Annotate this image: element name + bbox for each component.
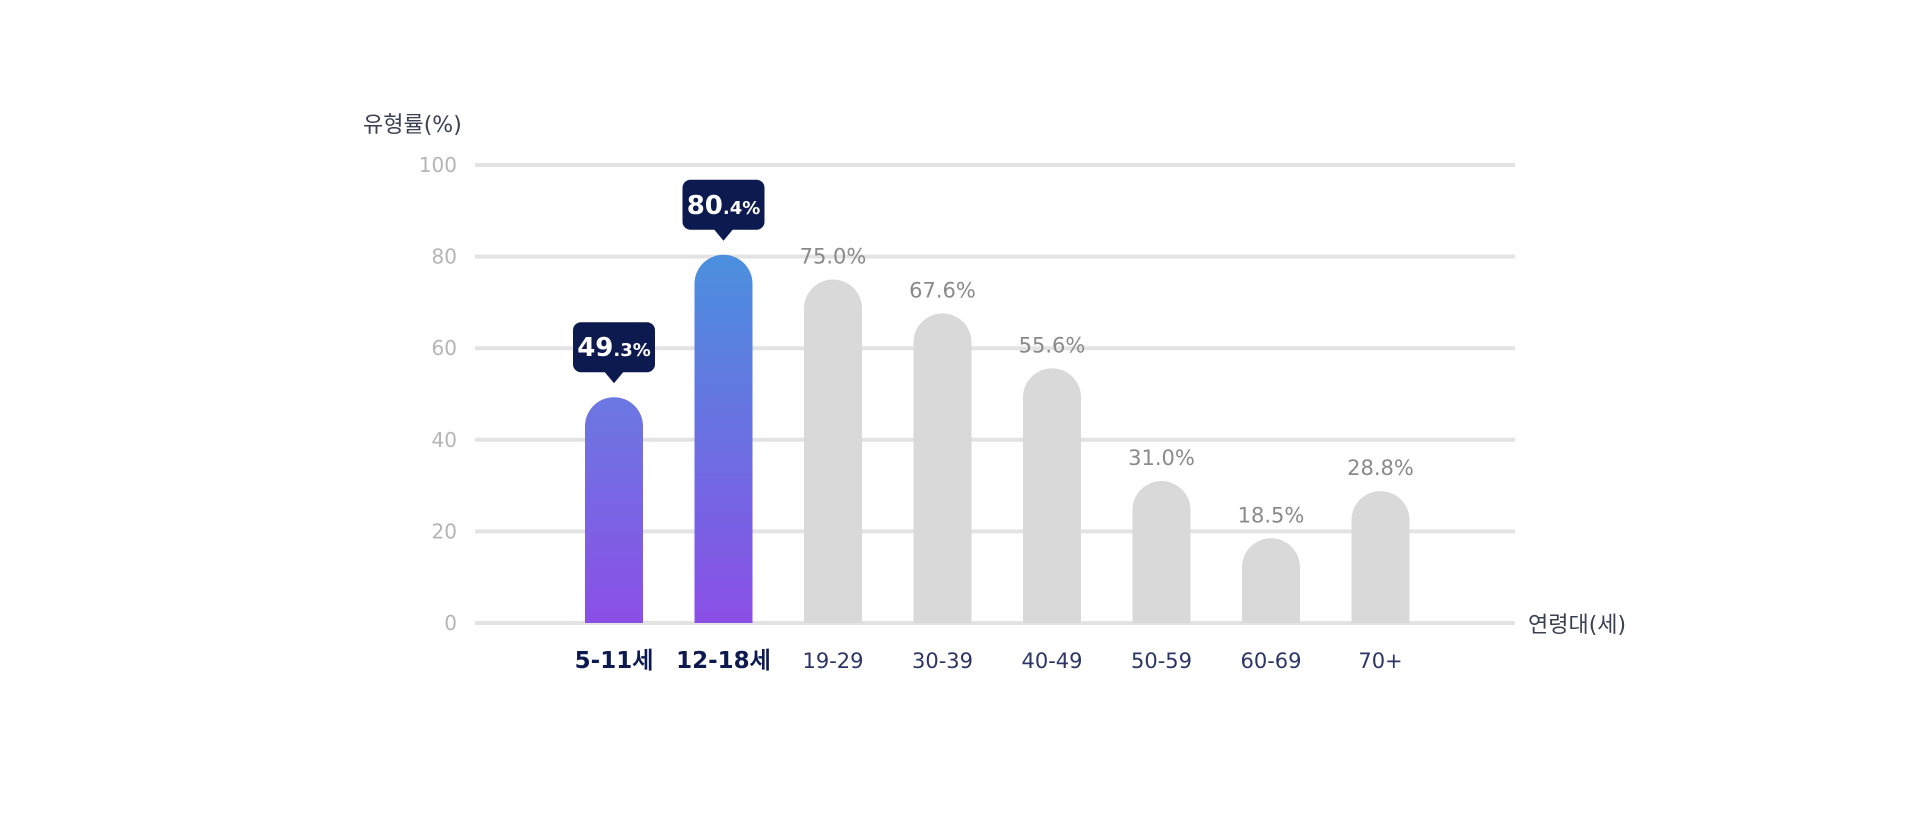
value-label: 67.6%	[909, 278, 976, 302]
value-tooltip: 80.4%	[682, 179, 765, 241]
value-label: 28.8%	[1347, 456, 1414, 480]
y-tick-label: 20	[432, 519, 457, 543]
x-tick-label: 12-18세	[676, 648, 771, 674]
bar-1	[585, 397, 643, 623]
value-labels: 49.3% 80.4% 75.0% 67.6% 55.6% 31.0% 18.5% 28.8%	[573, 179, 1414, 527]
x-tick-label: 50-59	[1131, 649, 1192, 673]
x-tick-label: 60-69	[1240, 649, 1301, 673]
value-label: 80.4%	[687, 191, 761, 221]
bar-4	[913, 313, 972, 623]
y-axis-ticks: 0 20 40 60 80 100	[419, 153, 457, 635]
tooltip-pointer	[604, 371, 624, 384]
y-tick-label: 0	[444, 611, 457, 635]
tooltip-pointer	[713, 228, 734, 241]
value-label: 18.5%	[1238, 503, 1305, 527]
value-label: 31.0%	[1128, 446, 1195, 470]
bar-6	[1132, 481, 1191, 623]
x-tick-label: 70+	[1358, 649, 1402, 673]
tooltip-box	[573, 322, 655, 373]
value-label: 75.0%	[800, 245, 867, 269]
x-tick-label: 40-49	[1021, 649, 1082, 673]
x-tick-label: 30-39	[912, 649, 973, 673]
y-tick-label: 40	[432, 428, 457, 452]
y-tick-label: 100	[419, 153, 457, 177]
bar-2	[694, 254, 753, 623]
bar-5	[1023, 368, 1081, 623]
bars	[585, 254, 1410, 623]
bar-8	[1351, 491, 1410, 623]
value-label: 55.6%	[1019, 333, 1086, 357]
x-axis-title: 연령대(세)	[1528, 613, 1626, 638]
tooltip-box	[682, 179, 765, 230]
value-label: 49.3%	[577, 333, 651, 363]
value-tooltip: 49.3%	[573, 322, 655, 384]
y-tick-label: 80	[432, 245, 457, 269]
bar-7	[1242, 538, 1300, 623]
x-tick-label: 19-29	[802, 649, 863, 673]
y-axis-title: 유형률(%)	[363, 113, 462, 138]
bar-3	[804, 279, 862, 623]
x-tick-label: 5-11세	[575, 648, 654, 674]
category-labels: 5-11세 12-18세 19-29 30-39 40-49 50-59 60-69 70+	[575, 648, 1403, 674]
y-tick-label: 60	[432, 336, 457, 360]
